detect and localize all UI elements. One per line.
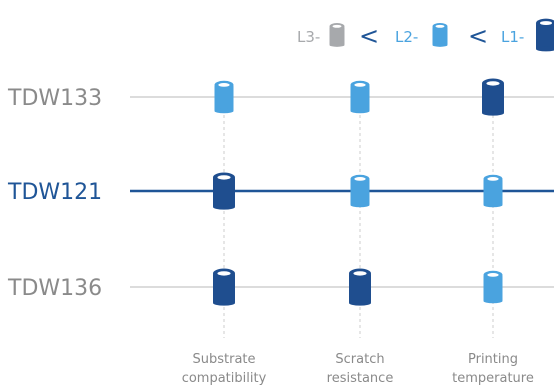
ribbon-l1-icon <box>482 78 504 116</box>
row-label: TDW121 <box>7 180 102 205</box>
column-label-line1: Substrate <box>192 352 255 367</box>
legend-label-l3: L3- <box>297 28 320 46</box>
ribbon-markers <box>213 78 504 306</box>
less-than-symbol: < <box>359 22 379 50</box>
ribbon-l1-icon <box>349 268 371 306</box>
ribbon-l2-icon <box>350 80 370 114</box>
legend-ribbon-l2-icon <box>432 23 448 47</box>
ribbon-l2-icon <box>214 80 234 114</box>
column-label-line1: Printing <box>468 352 518 367</box>
row-label: TDW133 <box>7 86 102 111</box>
ribbon-l2-icon <box>350 174 370 208</box>
ribbon-l1-icon <box>213 268 235 306</box>
row-labels: TDW133 TDW121 TDW136 <box>7 86 102 301</box>
column-label-line2: resistance <box>327 371 394 386</box>
legend-label-l1: L1- <box>501 28 524 46</box>
legend-label-l2: L2- <box>395 28 418 46</box>
legend: L3- < L2- < L1- <box>297 18 554 52</box>
legend-ribbon-l3-icon <box>329 23 345 47</box>
less-than-symbol: < <box>468 22 488 50</box>
column-labels: Substrate compatibility Scratch resistance P… <box>182 352 534 386</box>
column-label-line2: compatibility <box>182 371 267 386</box>
ribbon-l1-icon <box>213 172 235 210</box>
legend-ribbon-l1-icon <box>536 18 554 52</box>
ribbon-l2-icon <box>483 174 503 208</box>
column-label-line2: temperature <box>452 371 534 386</box>
column-label-line1: Scratch <box>335 352 384 367</box>
row-label: TDW136 <box>7 276 102 301</box>
ribbon-l2-icon <box>483 270 503 304</box>
